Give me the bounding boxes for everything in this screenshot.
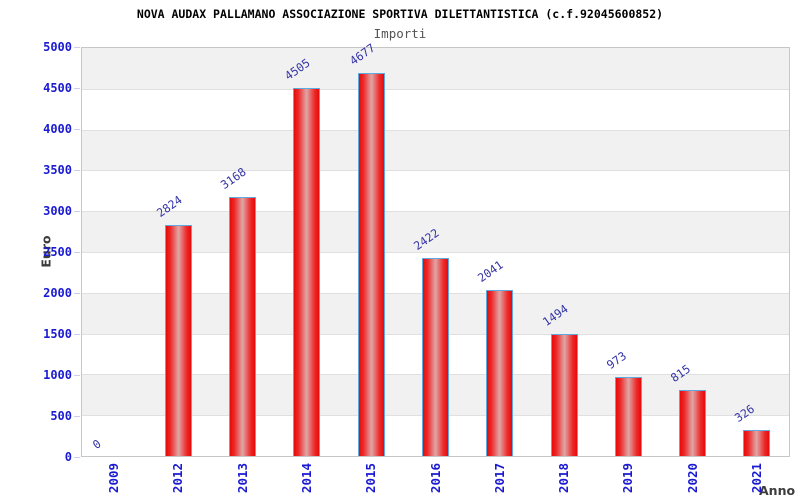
x-tick-label-2016: 2016 — [427, 462, 443, 494]
y-tick-mark-500 — [74, 416, 80, 417]
bar-2019 — [614, 377, 642, 456]
y-tick-label-2000: 2000 — [43, 286, 72, 300]
y-tick-mark-4500 — [74, 88, 80, 89]
y-tick-mark-5000 — [74, 47, 80, 48]
bar-2020 — [679, 390, 707, 456]
y-tick-mark-2500 — [74, 252, 80, 253]
x-tick-label-2018: 2018 — [556, 462, 572, 494]
y-tick-mark-0 — [74, 457, 80, 458]
x-tick-label-2017: 2017 — [491, 462, 507, 494]
bar-2013 — [229, 197, 257, 456]
plot-band — [82, 48, 789, 89]
x-tick-label-2014: 2014 — [298, 462, 314, 494]
chart-title: NOVA AUDAX PALLAMANO ASSOCIAZIONE SPORTI… — [136, 7, 664, 21]
plot-band — [82, 170, 789, 212]
bar-2017 — [486, 289, 514, 456]
x-tick-label-2019: 2019 — [620, 462, 636, 494]
y-tick-mark-2000 — [74, 293, 80, 294]
plot-band — [82, 88, 789, 130]
x-tick-label-2012: 2012 — [170, 462, 186, 494]
plot-area — [81, 47, 790, 457]
y-tick-mark-1000 — [74, 375, 80, 376]
plot-band — [82, 211, 789, 252]
chart-subtitle: Importi — [373, 26, 427, 41]
gridline-4500 — [82, 89, 789, 90]
plot-band — [82, 129, 789, 171]
y-tick-mark-3500 — [74, 170, 80, 171]
x-axis-label: Anno — [759, 483, 796, 498]
gridline-3500 — [82, 170, 789, 171]
gridline-4000 — [82, 130, 789, 131]
x-tick-label-2013: 2013 — [234, 462, 250, 494]
x-tick-label-2015: 2015 — [363, 462, 379, 494]
y-tick-label-5000: 5000 — [43, 40, 72, 54]
bar-2018 — [550, 334, 578, 456]
y-tick-label-1000: 1000 — [43, 368, 72, 382]
gridline-3000 — [82, 211, 789, 212]
y-tick-mark-4000 — [74, 129, 80, 130]
x-tick-label-2021: 2021 — [748, 462, 764, 494]
y-tick-label-3500: 3500 — [43, 163, 72, 177]
y-tick-label-4500: 4500 — [43, 81, 72, 95]
y-tick-label-4000: 4000 — [43, 122, 72, 136]
y-tick-label-3000: 3000 — [43, 204, 72, 218]
y-tick-label-500: 500 — [50, 409, 72, 423]
y-tick-mark-3000 — [74, 211, 80, 212]
gridline-2500 — [82, 252, 789, 253]
bar-2012 — [164, 225, 192, 456]
bar-2015 — [357, 73, 385, 456]
y-tick-label-0: 0 — [64, 450, 72, 464]
bar-2021 — [743, 430, 771, 456]
y-tick-label-2500: 2500 — [43, 245, 72, 259]
y-tick-mark-1500 — [74, 334, 80, 335]
x-tick-label-2009: 2009 — [106, 462, 122, 494]
bar-2014 — [293, 87, 321, 456]
x-tick-label-2020: 2020 — [684, 462, 700, 494]
y-tick-label-1500: 1500 — [43, 327, 72, 341]
bar-2016 — [422, 258, 449, 456]
